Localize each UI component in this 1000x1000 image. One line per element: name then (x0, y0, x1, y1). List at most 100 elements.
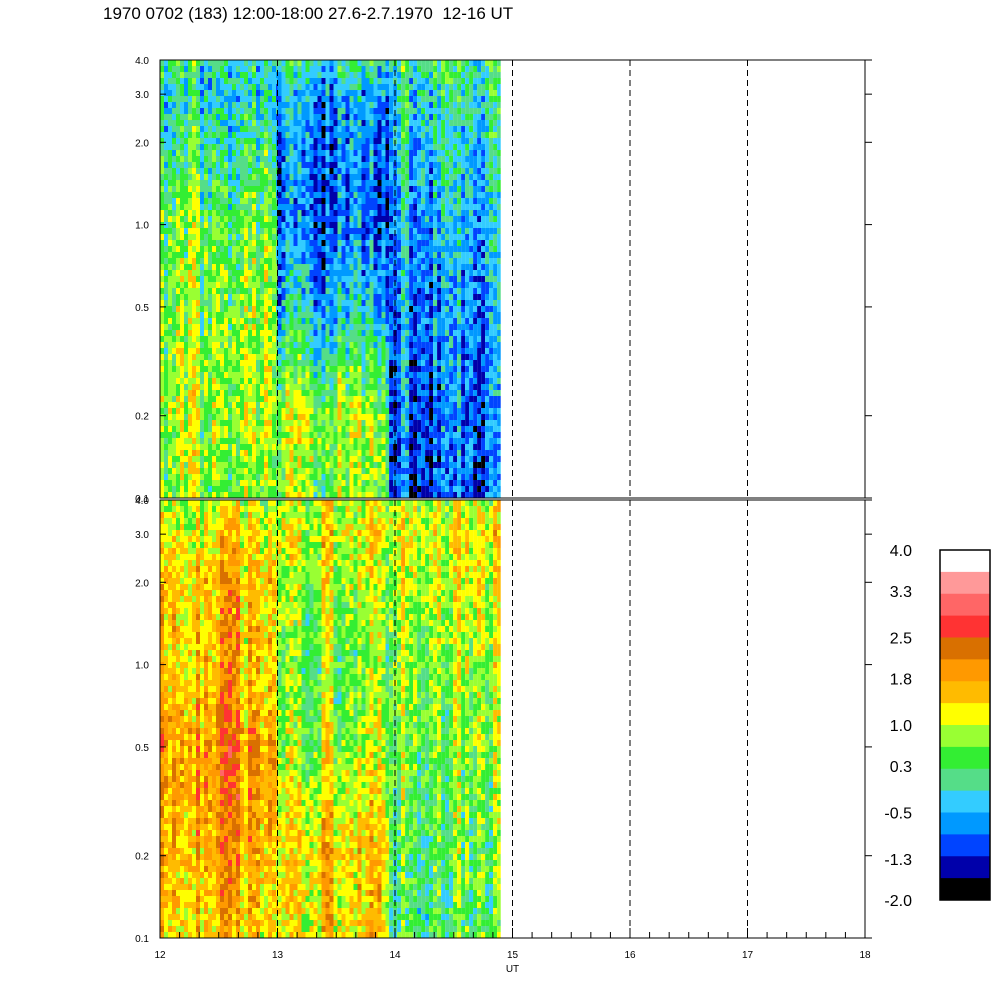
heatmap-cell (325, 372, 330, 378)
heatmap-cell (188, 282, 192, 288)
heatmap-cell (208, 258, 212, 264)
heatmap-cell (160, 168, 164, 174)
heatmap-cell (337, 270, 342, 276)
heatmap-cell (377, 156, 382, 162)
heatmap-cell (345, 228, 350, 234)
heatmap-cell (196, 186, 200, 192)
heatmap-cell (421, 354, 426, 360)
heatmap-cell (268, 102, 272, 108)
heatmap-cell (409, 228, 414, 234)
heatmap-cell (425, 240, 430, 246)
heatmap-cell (293, 114, 298, 120)
heatmap-cell (240, 144, 244, 150)
heatmap-cell (425, 228, 430, 234)
heatmap-cell (176, 192, 180, 198)
heatmap-cell (200, 354, 204, 360)
heatmap-cell (309, 174, 314, 180)
heatmap-cell (268, 150, 272, 156)
heatmap-cell (313, 288, 318, 294)
heatmap-cell (393, 84, 398, 90)
heatmap-cell (272, 222, 276, 228)
heatmap-cell (176, 162, 180, 168)
heatmap-cell (321, 396, 326, 402)
heatmap-cell (313, 132, 318, 138)
heatmap-cell (317, 420, 322, 426)
heatmap-cell (220, 126, 224, 132)
heatmap-cell (425, 462, 430, 468)
heatmap-cell (240, 60, 244, 66)
heatmap-cell (325, 294, 330, 300)
heatmap-cell (381, 486, 386, 492)
heatmap-cell (333, 360, 338, 366)
heatmap-cell (421, 438, 426, 444)
heatmap-cell (256, 480, 260, 486)
heatmap-cell (345, 348, 350, 354)
heatmap-cell (357, 270, 362, 276)
heatmap-cell (260, 396, 264, 402)
heatmap-cell (232, 450, 236, 456)
heatmap-cell (385, 300, 390, 306)
heatmap-cell (188, 204, 192, 210)
heatmap-cell (232, 186, 236, 192)
heatmap-cell (232, 306, 236, 312)
heatmap-cell (293, 270, 298, 276)
heatmap-cell (409, 204, 414, 210)
heatmap-cell (236, 420, 240, 426)
heatmap-cell (172, 372, 176, 378)
heatmap-cell (329, 306, 334, 312)
heatmap-cell (341, 420, 346, 426)
heatmap-cell (385, 60, 390, 66)
heatmap-cell (268, 432, 272, 438)
heatmap-cell (236, 354, 240, 360)
heatmap-cell (345, 354, 350, 360)
heatmap-cell (413, 312, 418, 318)
heatmap-cell (301, 168, 306, 174)
heatmap-cell (293, 60, 298, 66)
heatmap-cell (417, 330, 422, 336)
heatmap-cell (220, 240, 224, 246)
heatmap-cell (260, 138, 264, 144)
heatmap-cell (192, 276, 196, 282)
heatmap-cell (425, 264, 430, 270)
heatmap-cell (421, 78, 426, 84)
heatmap-cell (272, 480, 276, 486)
heatmap-cell (337, 102, 342, 108)
heatmap-cell (176, 324, 180, 330)
heatmap-cell (369, 408, 374, 414)
heatmap-cell (373, 210, 378, 216)
heatmap-cell (260, 426, 264, 432)
heatmap-cell (325, 198, 330, 204)
heatmap-cell (317, 114, 322, 120)
heatmap-cell (180, 108, 184, 114)
heatmap-cell (337, 204, 342, 210)
heatmap-cell (188, 234, 192, 240)
heatmap-cell (277, 102, 282, 108)
heatmap-cell (244, 366, 248, 372)
heatmap-cell (317, 264, 322, 270)
heatmap-cell (276, 138, 278, 144)
heatmap-cell (325, 222, 330, 228)
heatmap-cell (353, 198, 358, 204)
heatmap-cell (389, 246, 394, 252)
heatmap-cell (212, 318, 216, 324)
heatmap-cell (180, 414, 184, 420)
heatmap-cell (333, 306, 338, 312)
heatmap-cell (172, 330, 176, 336)
heatmap-cell (381, 480, 386, 486)
heatmap-cell (212, 420, 216, 426)
heatmap-cell (220, 390, 224, 396)
heatmap-cell (301, 108, 306, 114)
heatmap-cell (264, 168, 268, 174)
heatmap-cell (289, 246, 294, 252)
heatmap-cell (313, 114, 318, 120)
heatmap-cell (365, 312, 370, 318)
heatmap-cell (325, 324, 330, 330)
heatmap-cell (329, 426, 334, 432)
heatmap-cell (276, 210, 278, 216)
heatmap-cell (277, 486, 282, 492)
heatmap-cell (180, 60, 184, 66)
heatmap-cell (196, 336, 200, 342)
heatmap-cell (309, 468, 314, 474)
heatmap-cell (160, 468, 164, 474)
heatmap-cell (381, 402, 386, 408)
